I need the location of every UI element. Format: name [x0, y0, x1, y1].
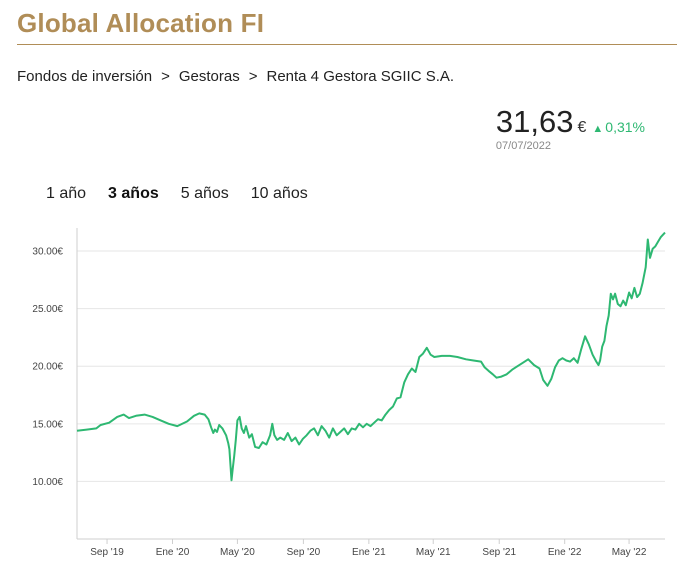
breadcrumb-item-fondos[interactable]: Fondos de inversión [17, 68, 153, 85]
x-tick-label: Sep '19 [90, 547, 124, 558]
y-tick-label: 15.00€ [32, 419, 63, 430]
grid-lines [77, 250, 665, 482]
x-tick-label: May '22 [612, 547, 647, 558]
price-chart: 10.00€ 15.00€ 20.00€ 25.00€ 30.00€ Sep '19 En… [32, 228, 666, 558]
breadcrumb-item-gestoras[interactable]: Gestoras [178, 68, 240, 85]
y-tick-label: 30.00€ [32, 247, 63, 258]
period-tabs: 1 año 3 años 5 años 10 años [46, 185, 330, 203]
x-axis-labels: Sep '19 Ene '20 May '20 Sep '20 Ene '21 May '… [90, 539, 647, 558]
tab-10-anos[interactable]: 10 años [250, 185, 308, 202]
price-change-value: 0,31% [605, 119, 645, 135]
breadcrumb-separator: > [161, 68, 170, 85]
currency-symbol: € [577, 119, 587, 136]
tab-1-ano[interactable]: 1 año [46, 185, 87, 202]
price-date: 07/07/2022 [495, 140, 551, 152]
current-price: 31,63 [495, 104, 574, 139]
page-title: Global Allocation FI [17, 8, 265, 38]
arrow-up-icon: ▲ [592, 123, 604, 135]
title-divider [17, 44, 677, 45]
price-series-line [76, 231, 666, 482]
breadcrumb-separator: > [248, 68, 258, 85]
y-tick-label: 20.00€ [32, 362, 63, 373]
x-tick-label: Sep '20 [287, 547, 321, 558]
x-tick-label: May '21 [416, 547, 451, 558]
y-tick-label: 25.00€ [32, 304, 63, 315]
x-tick-label: Ene '21 [352, 547, 386, 558]
y-axis-labels: 10.00€ 15.00€ 20.00€ 25.00€ 30.00€ [32, 247, 63, 488]
quote-panel: 31,63 € ▲ 0,31% 07/07/2022 [496, 104, 645, 152]
y-tick-label: 10.00€ [32, 477, 63, 488]
price-change: ▲ 0,31% [592, 119, 645, 135]
x-tick-label: Sep '21 [482, 547, 516, 558]
x-tick-label: Ene '20 [156, 547, 190, 558]
x-tick-label: Ene '22 [548, 547, 582, 558]
breadcrumb: Fondos de inversión > Gestoras > Renta 4 Ges… [17, 68, 454, 85]
x-tick-label: May '20 [220, 547, 255, 558]
breadcrumb-item-gestora[interactable]: Renta 4 Gestora SGIIC S.A. [266, 68, 455, 85]
tab-3-anos[interactable]: 3 años [108, 185, 159, 202]
tab-5-anos[interactable]: 5 años [180, 185, 229, 202]
